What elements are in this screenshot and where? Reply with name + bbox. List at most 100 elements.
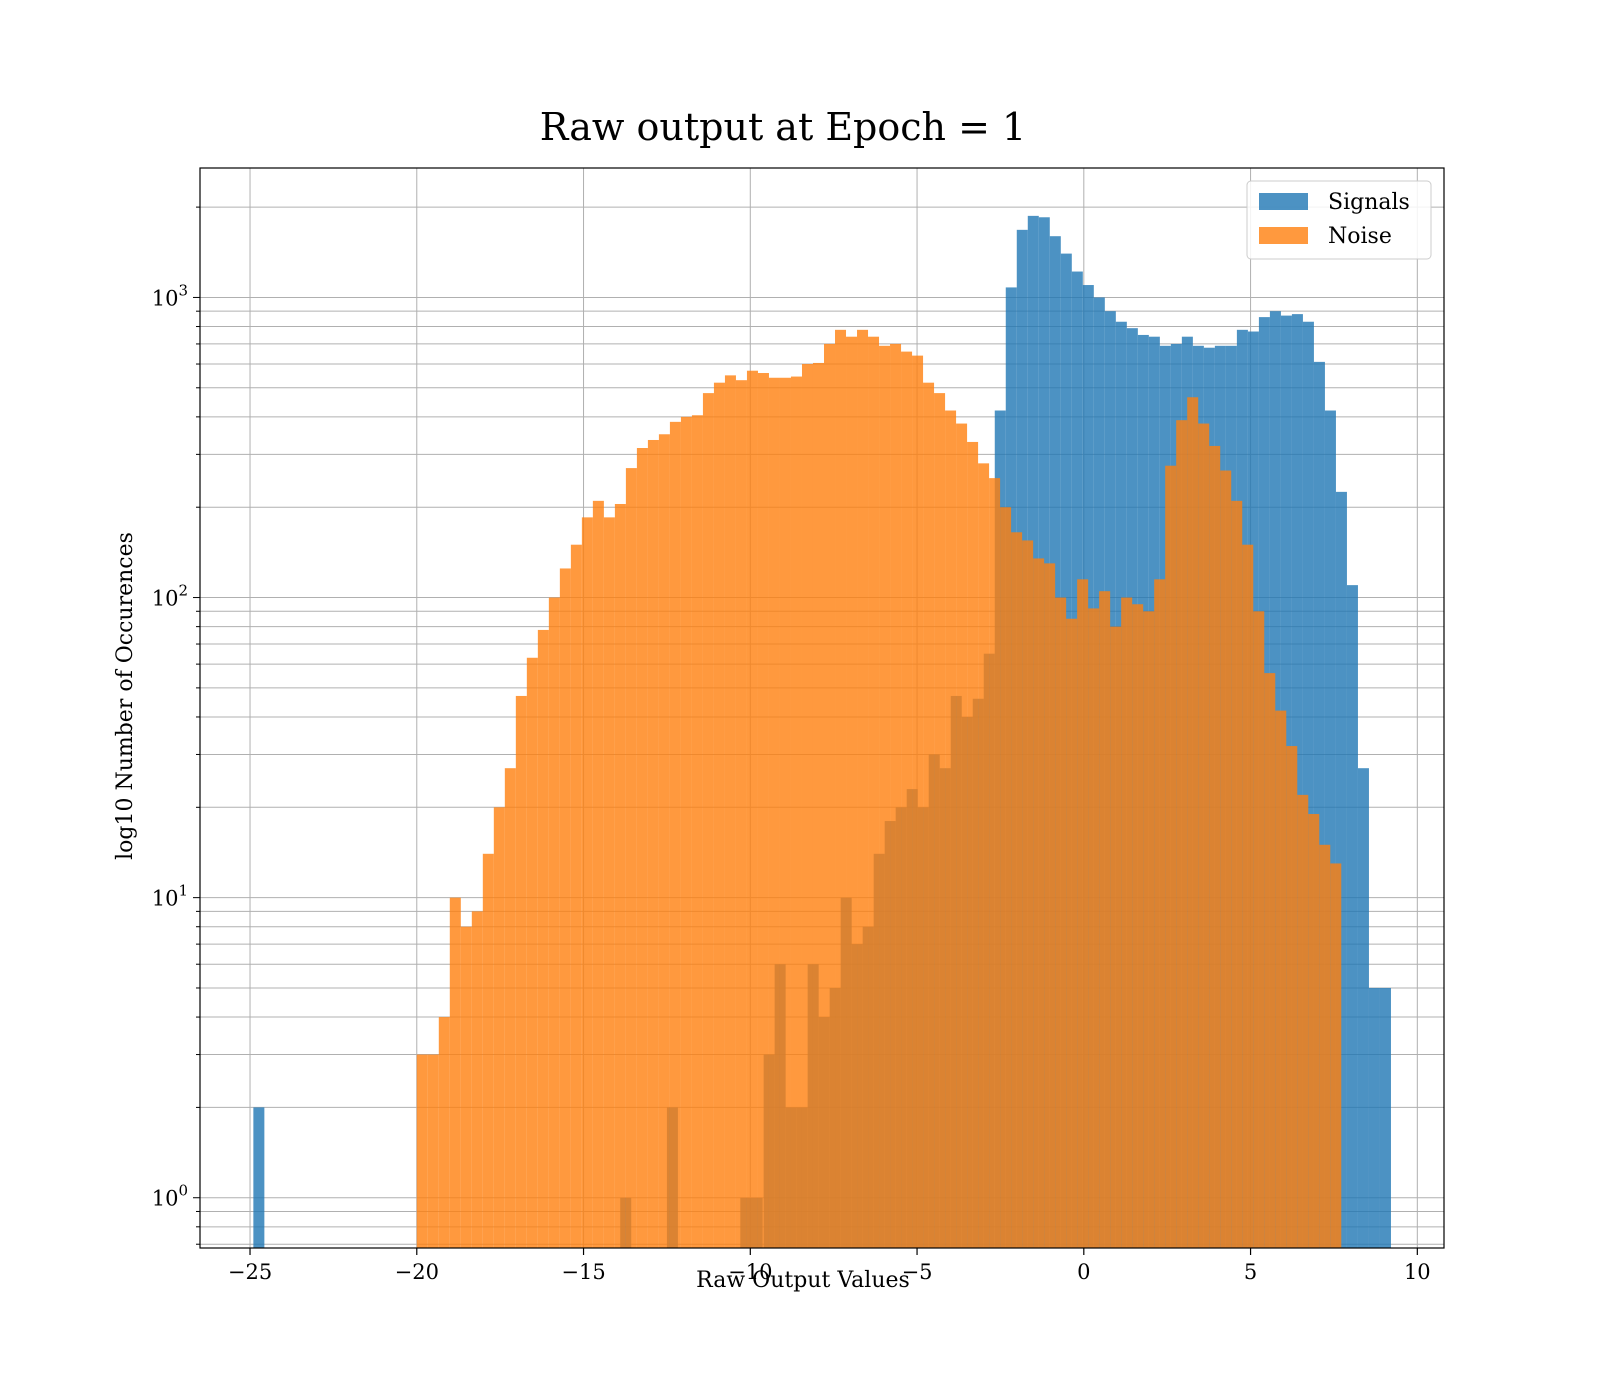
bar-noise: [1055, 597, 1067, 1248]
legend-swatch-noise: [1259, 227, 1308, 244]
bar-noise: [1330, 863, 1342, 1248]
bar-noise: [570, 544, 582, 1248]
bar-noise: [713, 382, 725, 1249]
bar-signals: [1346, 585, 1358, 1248]
bar-noise: [614, 503, 626, 1248]
bar-noise: [669, 421, 681, 1248]
bar-noise: [724, 375, 736, 1248]
bar-noise: [603, 517, 615, 1248]
x-tick-label: −5: [902, 1260, 933, 1284]
bar-noise: [647, 439, 659, 1249]
bar-noise: [735, 380, 747, 1249]
y-tick-label: 101: [152, 882, 188, 911]
bar-noise: [1077, 579, 1089, 1248]
y-tick-label: 102: [152, 582, 188, 611]
bar-noise: [1220, 470, 1232, 1248]
bar-noise: [868, 336, 880, 1249]
bar-signals: [1302, 321, 1314, 1248]
bar-noise: [1022, 540, 1034, 1248]
bar-noise: [493, 807, 505, 1248]
bar-noise: [812, 362, 825, 1248]
bar-noise: [559, 568, 571, 1248]
bar-signals: [253, 1107, 265, 1248]
x-tick-label: 5: [1244, 1260, 1257, 1284]
legend-label-signals: Signals: [1328, 190, 1410, 215]
x-tick-label: 0: [1077, 1260, 1090, 1284]
bar-noise: [846, 336, 858, 1249]
x-axis-ticks: −25 −20 −15 −10 −5 0 5 10: [228, 1248, 1431, 1284]
bar-noise: [1033, 558, 1045, 1248]
y-axis-ticks: 100 101 102 103: [152, 206, 200, 1245]
bar-noise: [801, 364, 813, 1248]
bar-noise: [1154, 579, 1166, 1248]
bar-noise: [1231, 500, 1243, 1248]
bar-signals: [1335, 491, 1347, 1248]
bar-noise: [934, 393, 946, 1248]
bar-noise: [537, 629, 549, 1248]
bar-noise: [416, 1054, 428, 1248]
bar-noise: [658, 434, 670, 1248]
bar-noise: [989, 478, 1001, 1249]
bar-noise: [1264, 673, 1276, 1248]
bar-noise: [923, 382, 935, 1249]
x-axis-label: Raw Output Values: [696, 1268, 910, 1293]
bar-signals: [1379, 987, 1391, 1248]
chart-title: Raw output at Epoch = 1: [540, 105, 1026, 149]
plot-area: −25 −20 −15 −10 −5 0 5 10 100 101 102 103: [152, 167, 1445, 1284]
bar-noise: [482, 853, 494, 1248]
y-tick-label: 103: [152, 281, 188, 310]
bar-noise: [978, 463, 990, 1248]
bar-noise: [1176, 420, 1188, 1249]
bar-noise: [1275, 710, 1287, 1248]
plot-frame: [199, 167, 1445, 1249]
bar-noise: [1066, 618, 1078, 1248]
bar-noise: [504, 768, 516, 1248]
bar-noise: [879, 345, 891, 1248]
legend-swatch-signals: [1259, 193, 1308, 210]
bar-noise: [636, 448, 648, 1249]
bar-noise: [427, 1054, 439, 1248]
bar-noise: [857, 329, 869, 1248]
bar-signals: [1357, 768, 1369, 1248]
bar-noise: [824, 343, 836, 1248]
bar-signals: [1291, 314, 1303, 1248]
y-axis-label: log10 Number of Occurences: [113, 532, 138, 860]
x-tick-label: −20: [395, 1260, 439, 1284]
bar-noise: [526, 657, 538, 1248]
bar-noise: [1088, 608, 1100, 1248]
bar-noise: [460, 926, 472, 1248]
bar-noise: [625, 468, 637, 1248]
bar-noise: [1209, 445, 1221, 1249]
x-tick-label: −25: [228, 1260, 272, 1284]
bar-noise: [1000, 507, 1012, 1249]
bar-noise: [757, 373, 769, 1248]
bar-noise: [1308, 813, 1320, 1248]
bar-noise: [1286, 746, 1298, 1248]
bar-noise: [1110, 626, 1122, 1248]
bar-noise: [1143, 611, 1155, 1248]
bar-noise: [945, 410, 957, 1248]
bar-noise: [1297, 794, 1309, 1248]
bar-signals: [1368, 987, 1380, 1248]
bar-noise: [746, 370, 758, 1248]
bar-noise: [449, 897, 461, 1248]
bar-noise: [1165, 465, 1177, 1249]
bar-noise: [581, 517, 593, 1248]
bar-noise: [680, 416, 692, 1248]
bar-noise: [967, 441, 979, 1248]
bar-noise: [1242, 544, 1254, 1248]
bar-noise: [1253, 611, 1265, 1248]
bar-noise: [438, 1017, 450, 1248]
legend: Signals Noise: [1246, 180, 1432, 260]
bar-noise: [592, 500, 604, 1248]
series-noise: [416, 329, 1342, 1249]
bar-noise: [901, 351, 913, 1248]
bar-noise: [1187, 397, 1199, 1248]
bar-signals: [1324, 410, 1336, 1248]
bar-noise: [912, 355, 924, 1248]
bar-noise: [1011, 532, 1023, 1248]
bar-noise: [890, 343, 902, 1248]
bar-noise: [1099, 591, 1111, 1248]
x-tick-label: −15: [561, 1260, 605, 1284]
